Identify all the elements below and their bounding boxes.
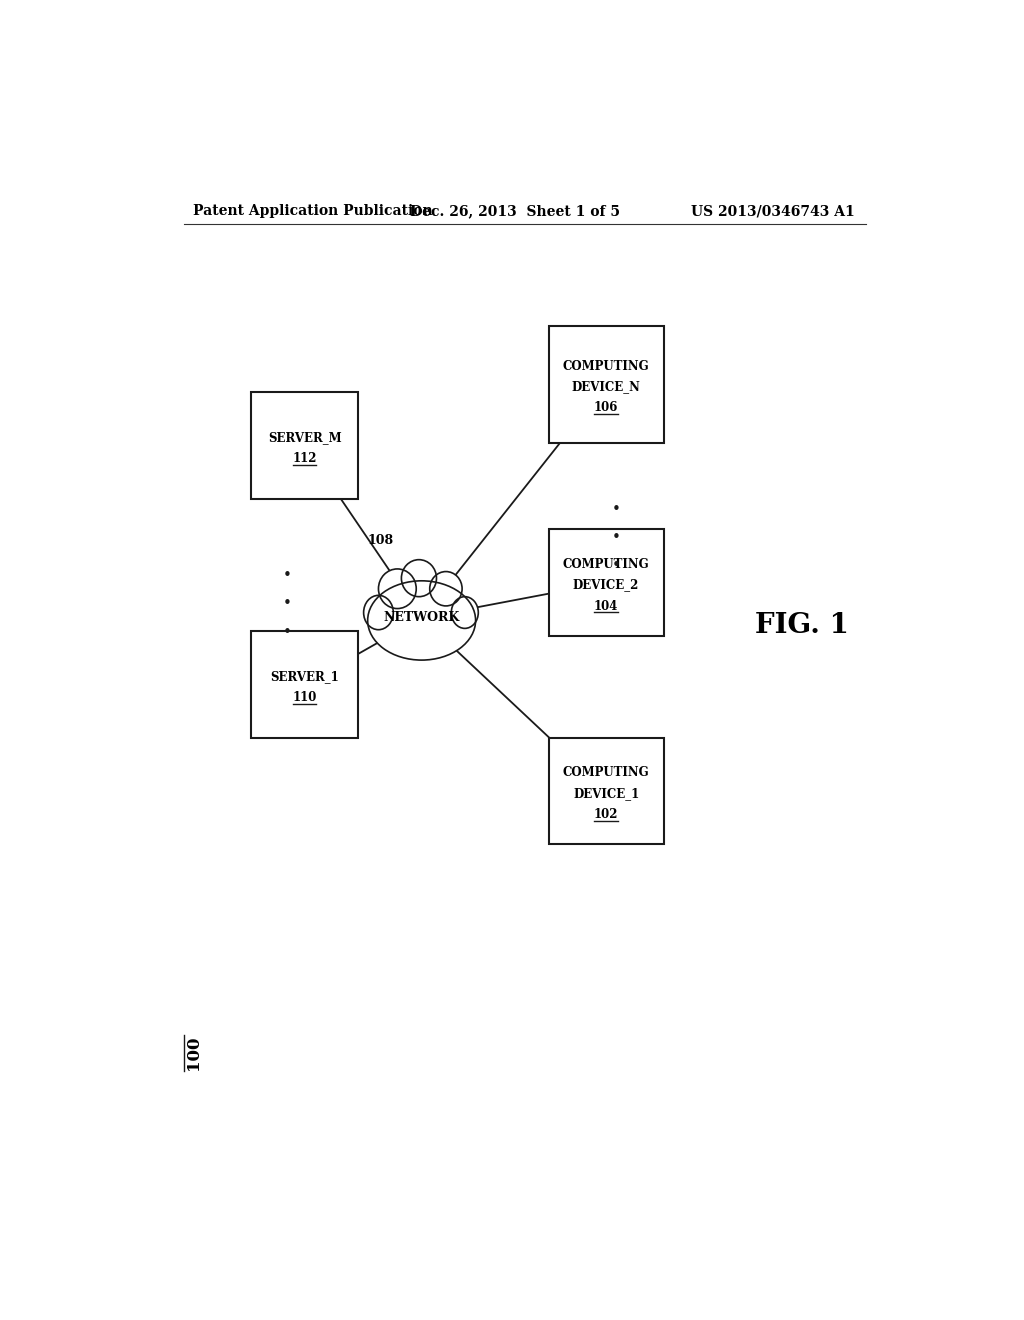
Ellipse shape	[379, 569, 416, 609]
Text: 112: 112	[292, 453, 316, 465]
Text: •: •	[611, 558, 621, 573]
Ellipse shape	[430, 572, 462, 606]
Text: 102: 102	[594, 808, 618, 821]
Text: DEVICE_2: DEVICE_2	[573, 578, 639, 591]
Ellipse shape	[368, 581, 475, 660]
Text: •: •	[283, 568, 291, 582]
Text: SERVER_1: SERVER_1	[270, 669, 339, 682]
Ellipse shape	[401, 560, 436, 597]
Text: COMPUTING: COMPUTING	[563, 767, 649, 779]
Text: 110: 110	[293, 692, 316, 704]
FancyBboxPatch shape	[549, 326, 664, 444]
Text: Dec. 26, 2013  Sheet 1 of 5: Dec. 26, 2013 Sheet 1 of 5	[410, 205, 620, 218]
Text: 104: 104	[594, 599, 618, 612]
Text: 108: 108	[368, 533, 394, 546]
Ellipse shape	[452, 597, 478, 628]
Text: 100: 100	[184, 1036, 202, 1071]
Text: •: •	[283, 597, 291, 611]
FancyBboxPatch shape	[549, 529, 664, 636]
Text: •: •	[611, 531, 621, 545]
FancyBboxPatch shape	[251, 631, 358, 738]
FancyBboxPatch shape	[549, 738, 664, 845]
Text: 106: 106	[594, 401, 618, 414]
Text: FIG. 1: FIG. 1	[755, 612, 849, 639]
Text: DEVICE_1: DEVICE_1	[573, 787, 639, 800]
Text: COMPUTING: COMPUTING	[563, 558, 649, 572]
Text: •: •	[283, 624, 291, 640]
Text: DEVICE_N: DEVICE_N	[571, 380, 641, 393]
Text: Patent Application Publication: Patent Application Publication	[194, 205, 433, 218]
Text: •: •	[611, 502, 621, 516]
Text: NETWORK: NETWORK	[384, 611, 460, 624]
Text: US 2013/0346743 A1: US 2013/0346743 A1	[691, 205, 855, 218]
Text: SERVER_M: SERVER_M	[267, 430, 341, 444]
Text: COMPUTING: COMPUTING	[563, 360, 649, 372]
FancyBboxPatch shape	[251, 392, 358, 499]
Ellipse shape	[364, 595, 393, 630]
